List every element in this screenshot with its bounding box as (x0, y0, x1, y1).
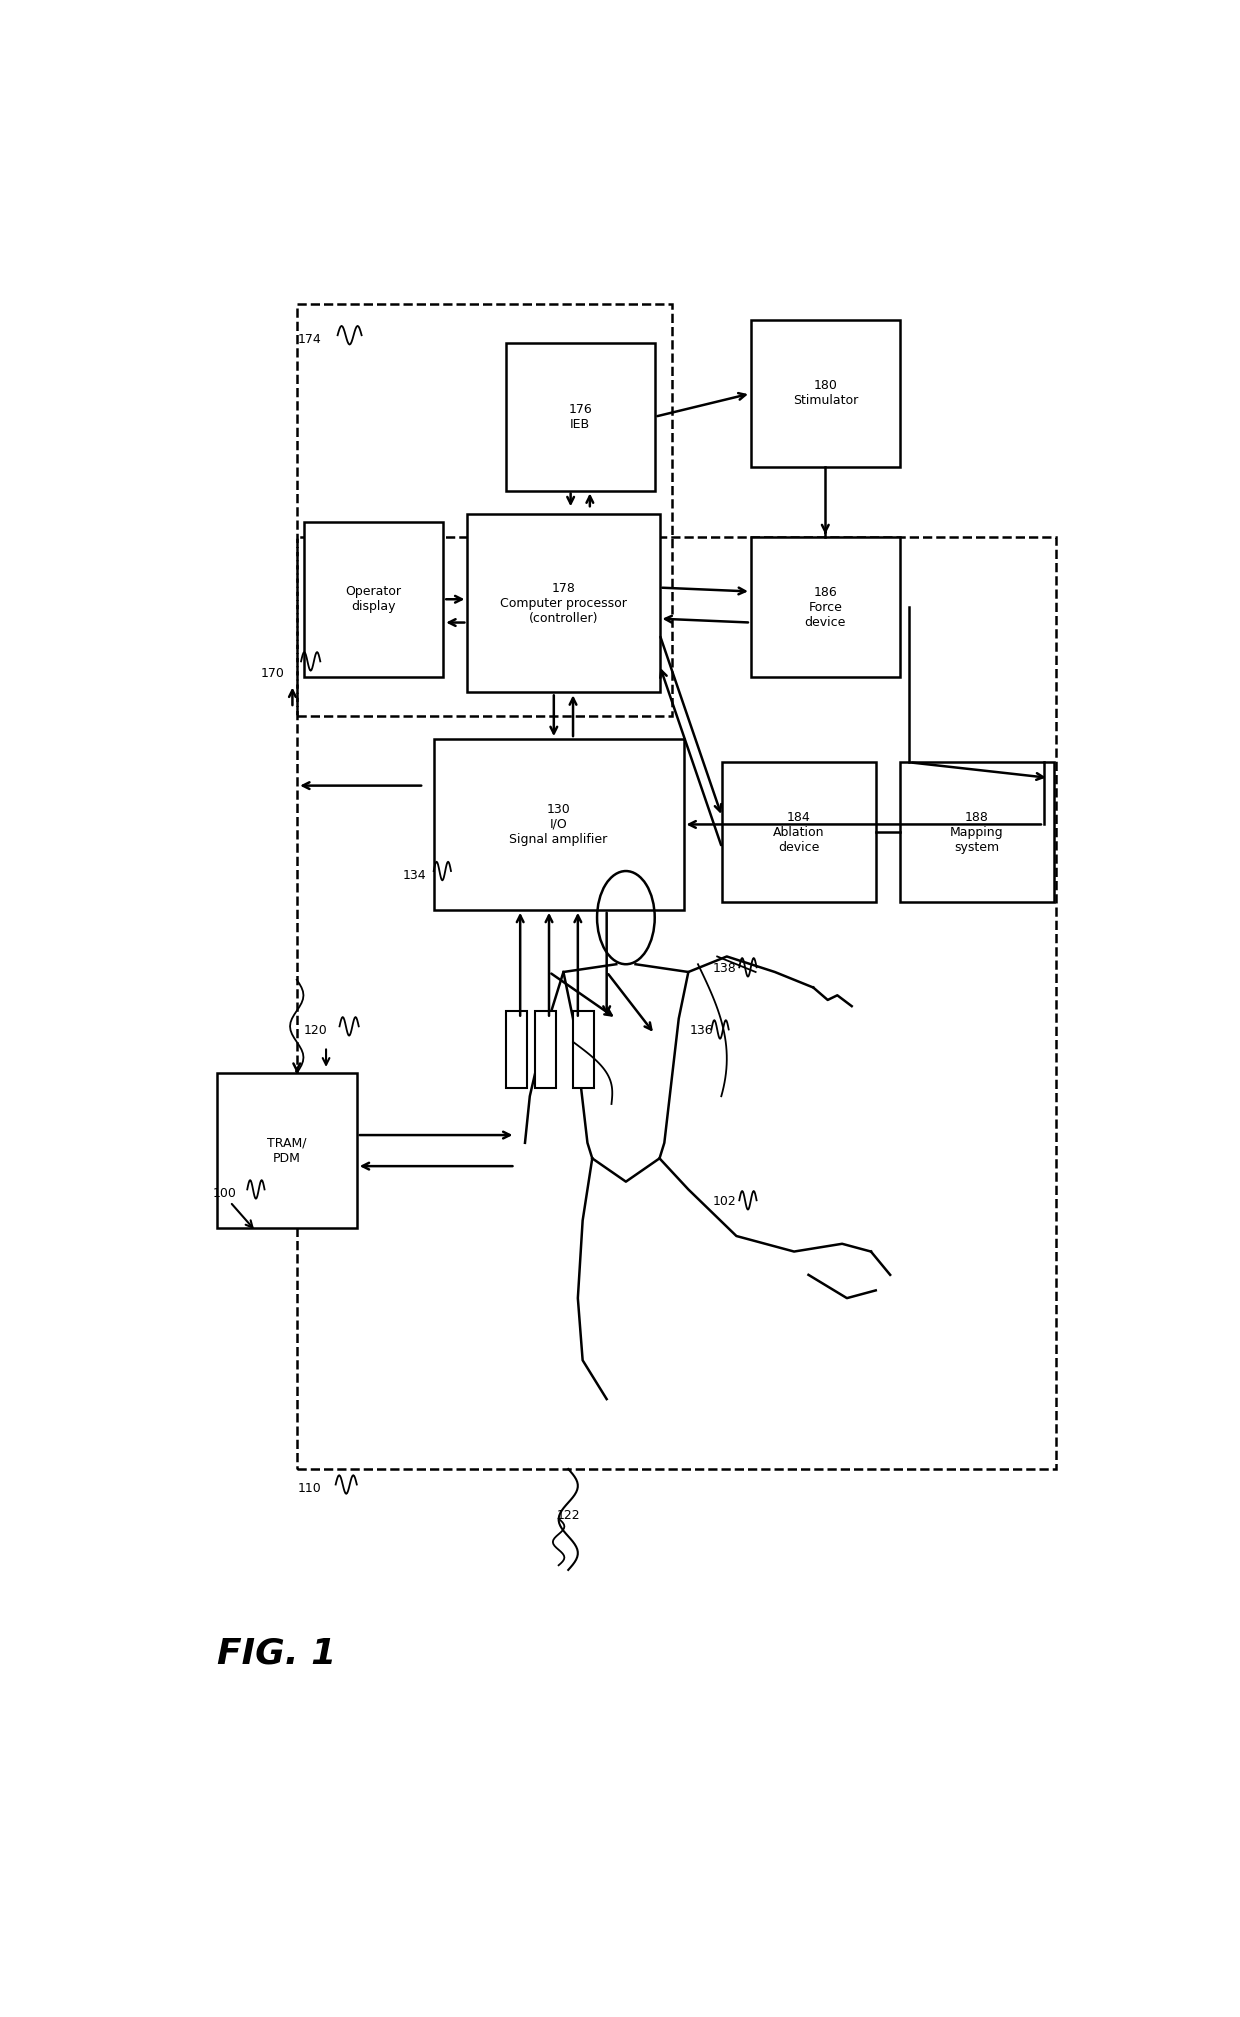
Text: 184
Ablation
device: 184 Ablation device (773, 811, 825, 853)
Text: 100: 100 (213, 1188, 237, 1200)
Text: 130
I/O
Signal amplifier: 130 I/O Signal amplifier (510, 803, 608, 845)
Text: TRAM/
PDM: TRAM/ PDM (268, 1138, 306, 1164)
Bar (467, 514, 660, 692)
Text: 122: 122 (557, 1509, 580, 1521)
Bar (217, 1073, 357, 1228)
Bar (434, 738, 683, 910)
Bar (304, 522, 444, 678)
Bar (722, 762, 875, 902)
Text: 186
Force
device: 186 Force device (805, 585, 846, 629)
Text: 120: 120 (304, 1025, 327, 1037)
Text: 170: 170 (260, 668, 285, 680)
Bar (298, 537, 1056, 1468)
Text: 102: 102 (712, 1194, 737, 1208)
Text: 178
Computer processor
(controller): 178 Computer processor (controller) (500, 581, 627, 625)
Bar (506, 343, 655, 490)
Text: Operator
display: Operator display (346, 585, 402, 613)
Bar (506, 1011, 527, 1089)
Bar (751, 537, 900, 678)
Bar (573, 1011, 594, 1089)
Bar (751, 321, 900, 468)
Text: 134: 134 (403, 869, 427, 881)
Bar (534, 1011, 556, 1089)
Text: 188
Mapping
system: 188 Mapping system (950, 811, 1003, 853)
Bar (900, 762, 1054, 902)
Bar (298, 305, 672, 716)
Text: 180
Stimulator: 180 Stimulator (792, 379, 858, 407)
Text: 110: 110 (298, 1482, 321, 1495)
Text: 176
IEB: 176 IEB (568, 403, 593, 432)
Text: 138: 138 (712, 962, 737, 974)
Text: 174: 174 (298, 333, 321, 347)
Text: 136: 136 (689, 1025, 713, 1037)
Text: FIG. 1: FIG. 1 (217, 1636, 337, 1670)
